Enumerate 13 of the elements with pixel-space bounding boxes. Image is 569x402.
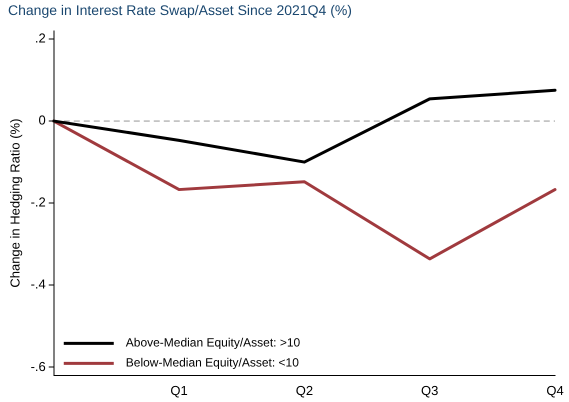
- y-tick-label: .2: [34, 30, 46, 46]
- legend-label: Above-Median Equity/Asset: >10: [126, 336, 301, 350]
- y-tick-label: -.2: [30, 194, 46, 210]
- y-tick-label: -.6: [30, 358, 46, 374]
- y-axis-title: Change in Hedging Ratio (%): [7, 118, 22, 288]
- legend-label: Below-Median Equity/Asset: <10: [126, 356, 300, 370]
- x-tick-label: Q1: [170, 382, 188, 398]
- chart-title: Change in Interest Rate Swap/Asset Since 2021Q4 (%): [8, 2, 352, 18]
- x-tick-label: Q4: [546, 382, 564, 398]
- y-tick-label: -.4: [30, 276, 46, 292]
- y-tick-label: 0: [38, 112, 46, 128]
- x-tick-label: Q2: [296, 382, 314, 398]
- x-tick-label: Q3: [421, 382, 438, 398]
